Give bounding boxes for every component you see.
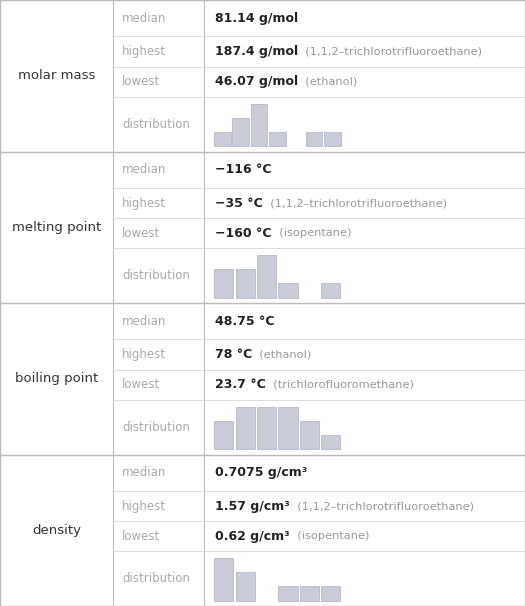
Text: lowest: lowest bbox=[122, 75, 161, 88]
Text: median: median bbox=[122, 12, 167, 25]
Text: boiling point: boiling point bbox=[15, 372, 98, 385]
Text: distribution: distribution bbox=[122, 421, 190, 434]
Bar bbox=[278, 284, 298, 298]
Bar bbox=[214, 558, 234, 601]
Bar bbox=[269, 132, 286, 146]
Text: −116 °C: −116 °C bbox=[215, 163, 272, 176]
Bar bbox=[236, 269, 255, 298]
Bar bbox=[214, 269, 234, 298]
Text: (ethanol): (ethanol) bbox=[298, 77, 358, 87]
Text: highest: highest bbox=[122, 499, 166, 513]
Text: lowest: lowest bbox=[122, 227, 161, 240]
Bar bbox=[278, 587, 298, 601]
Bar bbox=[236, 572, 255, 601]
Bar bbox=[321, 435, 340, 449]
Bar bbox=[324, 132, 341, 146]
Text: highest: highest bbox=[122, 196, 166, 210]
Bar bbox=[321, 587, 340, 601]
Text: melting point: melting point bbox=[12, 221, 101, 234]
Bar bbox=[236, 407, 255, 449]
Text: (ethanol): (ethanol) bbox=[253, 350, 312, 359]
Bar bbox=[251, 104, 267, 146]
Text: (isopentane): (isopentane) bbox=[272, 228, 351, 238]
Text: 48.75 °C: 48.75 °C bbox=[215, 315, 275, 328]
Text: 187.4 g/mol: 187.4 g/mol bbox=[215, 45, 298, 58]
Text: distribution: distribution bbox=[122, 572, 190, 585]
Text: 1.57 g/cm³: 1.57 g/cm³ bbox=[215, 499, 290, 513]
Text: (1,1,2–trichlorotrifluoroethane): (1,1,2–trichlorotrifluoroethane) bbox=[290, 501, 474, 511]
Text: −160 °C: −160 °C bbox=[215, 227, 272, 240]
Text: molar mass: molar mass bbox=[18, 69, 95, 82]
Bar bbox=[214, 132, 230, 146]
Text: density: density bbox=[32, 524, 81, 537]
Bar bbox=[233, 118, 249, 146]
Text: median: median bbox=[122, 315, 167, 328]
Bar bbox=[278, 407, 298, 449]
Text: 46.07 g/mol: 46.07 g/mol bbox=[215, 75, 298, 88]
Bar bbox=[321, 284, 340, 298]
Text: median: median bbox=[122, 466, 167, 479]
Text: (trichlorofluoromethane): (trichlorofluoromethane) bbox=[266, 380, 414, 390]
Text: lowest: lowest bbox=[122, 530, 161, 543]
Bar bbox=[214, 421, 234, 449]
Text: 78 °C: 78 °C bbox=[215, 348, 253, 361]
Text: median: median bbox=[122, 163, 167, 176]
Text: distribution: distribution bbox=[122, 269, 190, 282]
Text: −35 °C: −35 °C bbox=[215, 196, 263, 210]
Bar bbox=[300, 587, 319, 601]
Text: (1,1,2–trichlorotrifluoroethane): (1,1,2–trichlorotrifluoroethane) bbox=[263, 198, 447, 208]
Text: distribution: distribution bbox=[122, 118, 190, 131]
Bar bbox=[257, 255, 276, 298]
Text: (1,1,2–trichlorotrifluoroethane): (1,1,2–trichlorotrifluoroethane) bbox=[298, 47, 482, 56]
Text: 0.7075 g/cm³: 0.7075 g/cm³ bbox=[215, 466, 308, 479]
Text: highest: highest bbox=[122, 348, 166, 361]
Text: 23.7 °C: 23.7 °C bbox=[215, 378, 266, 391]
Text: 81.14 g/mol: 81.14 g/mol bbox=[215, 12, 298, 25]
Text: 0.62 g/cm³: 0.62 g/cm³ bbox=[215, 530, 290, 543]
Text: lowest: lowest bbox=[122, 378, 161, 391]
Bar bbox=[257, 407, 276, 449]
Text: highest: highest bbox=[122, 45, 166, 58]
Bar bbox=[306, 132, 322, 146]
Text: (isopentane): (isopentane) bbox=[290, 531, 369, 541]
Bar bbox=[300, 421, 319, 449]
